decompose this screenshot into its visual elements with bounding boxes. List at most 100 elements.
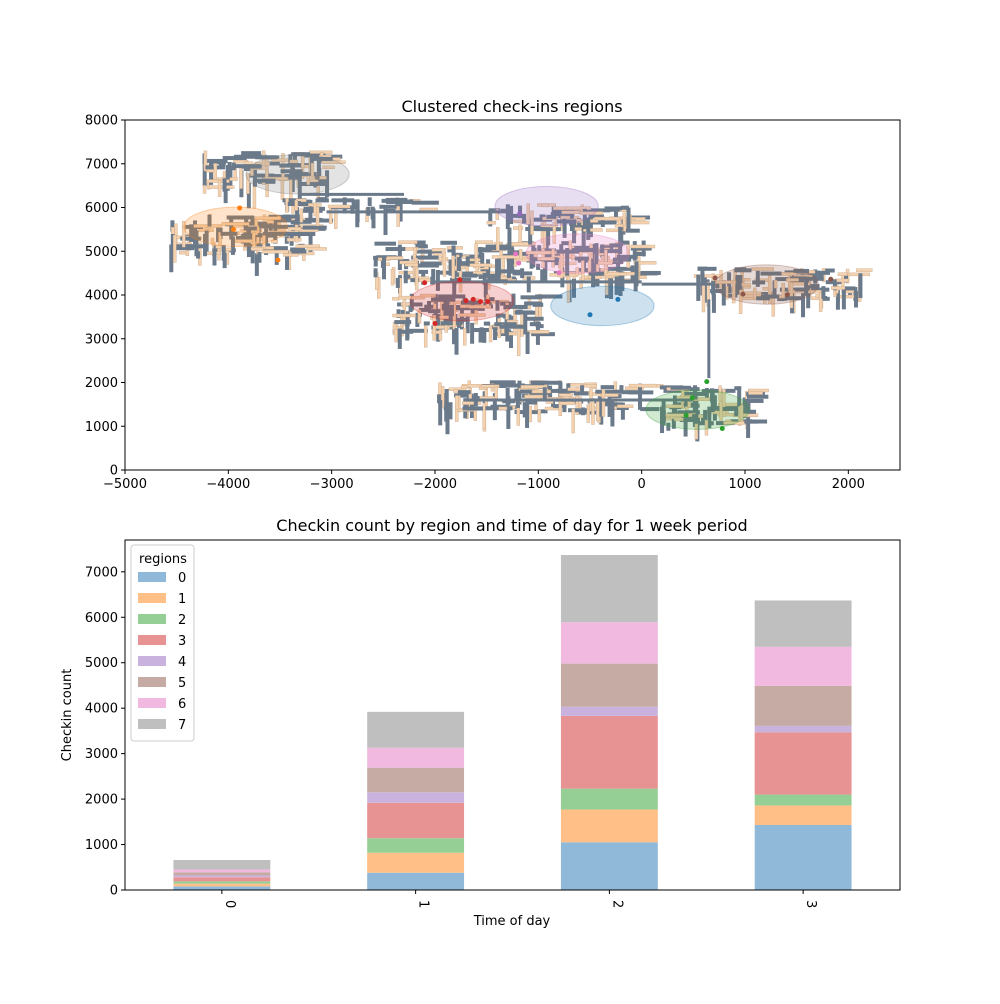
legend-label-0: 0 [178, 571, 186, 586]
road-segment [495, 209, 500, 220]
legend-swatch-3 [138, 635, 166, 645]
cluster-region-1 [183, 206, 288, 247]
road-segment [594, 243, 599, 265]
road-segment [772, 280, 777, 299]
road-segment [600, 385, 615, 390]
road-segment [451, 245, 456, 265]
road-segment [302, 181, 320, 186]
road-segment [760, 271, 782, 276]
road-segment [610, 398, 615, 427]
road-segment [607, 266, 635, 271]
road-segment [619, 385, 624, 393]
bar-segment-region-6 [173, 869, 271, 873]
road-segment [417, 316, 422, 323]
road-segment [479, 327, 484, 342]
x-tick-label: 1000 [728, 477, 761, 492]
road-segment [561, 241, 572, 246]
road-segment [588, 271, 604, 276]
legend-title: regions [139, 552, 187, 567]
road-segment [488, 208, 501, 213]
road-segment [173, 234, 177, 263]
road-segment [288, 175, 302, 180]
road-segment [620, 205, 629, 210]
road-segment [683, 398, 688, 406]
road-segment [411, 263, 439, 268]
road-segment [572, 221, 577, 244]
bar-segment-region-0 [754, 825, 852, 890]
bar-segment-region-1 [173, 883, 271, 887]
road-segment [836, 278, 849, 283]
road-segment [525, 400, 538, 405]
road-segment [809, 284, 820, 289]
road-segment [379, 204, 401, 209]
bar-layer [173, 555, 852, 890]
legend-swatch-6 [138, 698, 166, 708]
road-segment [738, 274, 743, 294]
road-segment [734, 408, 739, 417]
road-segment [622, 212, 627, 226]
y-tick-label: 6000 [85, 611, 118, 626]
road-segment [170, 233, 175, 249]
road-segment [742, 397, 747, 418]
road-segment [495, 313, 509, 318]
road-segment [630, 244, 656, 249]
road-segment [420, 293, 436, 298]
road-segment [526, 250, 551, 255]
cluster-map-panel: Clustered check-ins regions −5000 −4000 −3… [85, 97, 901, 492]
road-segment [801, 290, 806, 318]
cluster-region-2 [645, 389, 750, 430]
road-segment [313, 202, 317, 217]
bar-segment-region-5 [173, 872, 271, 876]
road-segment [442, 251, 447, 277]
road-segment [451, 255, 455, 279]
road-segment [561, 210, 580, 215]
road-segment [203, 233, 208, 257]
road-segment [383, 208, 388, 236]
road-segment [818, 291, 823, 312]
road-segment [519, 389, 535, 394]
road-segment [411, 200, 439, 205]
road-segment [738, 289, 743, 315]
road-segment [717, 402, 743, 407]
road-segment [574, 256, 589, 261]
bar-segment-region-3 [754, 732, 852, 795]
y-tick-label: 1000 [85, 838, 118, 853]
road-segment [441, 300, 446, 325]
road-segment [297, 174, 302, 201]
road-segment [526, 203, 530, 225]
road-segment [241, 164, 262, 169]
y-tick-label: 8000 [85, 114, 118, 129]
road-segment [438, 400, 443, 426]
road-segment [596, 401, 600, 422]
road-segment [275, 224, 296, 229]
road-segment [611, 260, 624, 265]
road-segment [495, 300, 500, 311]
road-segment [267, 220, 274, 224]
road-segment [273, 216, 278, 244]
road-segment [250, 243, 255, 264]
cluster-point-5 [784, 292, 790, 298]
road-segment [621, 390, 638, 395]
road-segment [321, 160, 346, 164]
cluster-point-3 [432, 320, 438, 326]
road-segment [635, 251, 646, 256]
road-segment [483, 279, 488, 298]
road-segment [509, 331, 514, 349]
road-segment [506, 257, 511, 279]
road-segment [694, 421, 714, 426]
road-segment [452, 276, 457, 297]
road-segment [408, 328, 428, 333]
road-segment [373, 268, 378, 278]
road-segment [835, 290, 840, 310]
y-tick-label: 0 [110, 884, 118, 899]
road-segment [600, 245, 614, 250]
bar-segment-region-7 [173, 860, 271, 870]
legend-swatch-0 [138, 572, 166, 582]
road-segment [255, 155, 278, 160]
road-segment [246, 182, 251, 209]
legend-label-1: 1 [178, 592, 186, 607]
road-segment [409, 293, 414, 311]
road-segment [575, 267, 580, 276]
road-segment [351, 199, 356, 208]
road-segment [374, 241, 397, 246]
